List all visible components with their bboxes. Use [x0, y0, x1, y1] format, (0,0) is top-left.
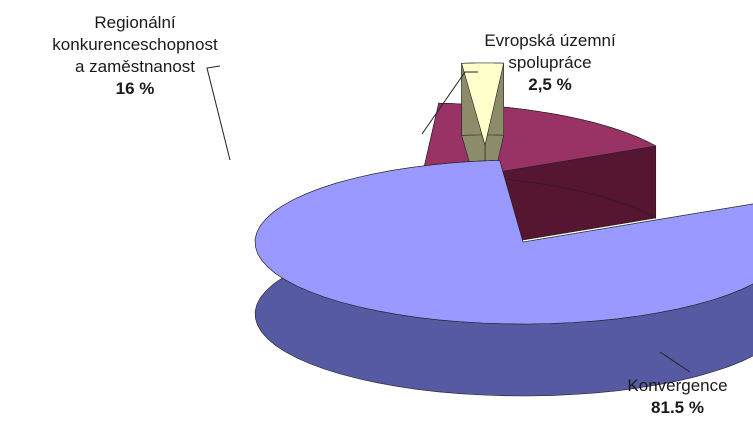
leader-konvergence [659, 351, 691, 373]
label-evropska-line-1: Evropská územní [484, 31, 616, 50]
pie-sides [254, 62, 753, 397]
label-regionalni-line-2: konkurenceschopnost [52, 35, 218, 54]
label-konvergence-line-1: Konvergence [627, 376, 728, 395]
slice-evropska-top [461, 62, 505, 146]
label-konvergence-value: 81.5 % [651, 398, 704, 417]
label-regionalni: Regionální konkurenceschopnost a zaměstn… [30, 12, 240, 100]
label-regionalni-line-3: a zaměstnanost [74, 57, 195, 76]
label-evropska-line-2: spolupráce [508, 53, 592, 72]
label-evropska: Evropská územní spolupráce 2,5 % [455, 30, 645, 96]
leader-evropska [421, 71, 478, 135]
leader-lines [206, 65, 691, 373]
label-regionalni-value: 16 % [115, 79, 155, 98]
slice-konvergence-top [254, 159, 753, 325]
slice-konvergence [254, 159, 753, 397]
label-regionalni-line-1: Regionální [94, 13, 176, 32]
label-konvergence: Konvergence 81.5 % [605, 375, 750, 419]
leader-regionalni [206, 65, 231, 161]
label-evropska-value: 2,5 % [528, 75, 572, 94]
